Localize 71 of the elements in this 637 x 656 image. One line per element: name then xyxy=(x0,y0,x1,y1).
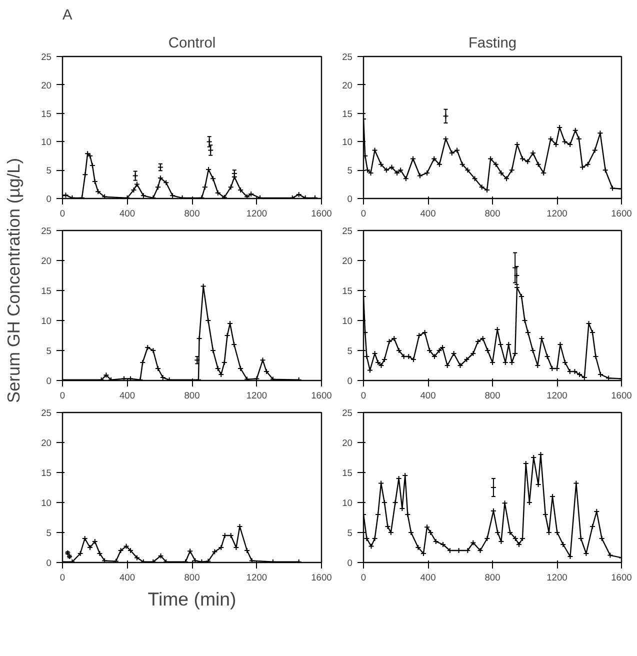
y-tick-label: 15 xyxy=(342,286,353,296)
y-tick-label: 25 xyxy=(342,52,353,62)
y-tick-label: 0 xyxy=(46,558,52,568)
y-tick-label: 25 xyxy=(342,226,353,236)
y-tick-label: 0 xyxy=(347,376,353,386)
x-tick-label: 1200 xyxy=(546,208,568,218)
x-tick-label: 1600 xyxy=(611,390,632,400)
y-tick-label: 25 xyxy=(342,408,353,418)
y-tick-label: 20 xyxy=(41,256,52,266)
y-tick-label: 25 xyxy=(41,52,52,62)
y-tick-label: 0 xyxy=(46,194,52,204)
x-tick-label: 1200 xyxy=(246,208,268,218)
chart-title: Fasting xyxy=(468,36,517,52)
y-tick-label: 0 xyxy=(347,194,353,204)
x-tick-label: 800 xyxy=(484,208,500,218)
x-tick-label: 400 xyxy=(119,390,136,400)
x-tick-label: 1600 xyxy=(311,572,332,582)
x-tick-label: 0 xyxy=(360,572,366,582)
y-tick-label: 10 xyxy=(41,137,52,148)
y-tick-label: 20 xyxy=(41,438,52,448)
x-tick-label: 400 xyxy=(420,572,436,582)
y-tick-label: 0 xyxy=(46,376,52,386)
y-tick-label: 10 xyxy=(342,316,353,326)
x-tick-label: 1200 xyxy=(246,390,268,400)
x-tick-label: 400 xyxy=(119,208,136,218)
y-tick-label: 10 xyxy=(342,137,353,148)
x-tick-label: 800 xyxy=(484,572,500,582)
y-tick-label: 10 xyxy=(342,498,353,508)
y-tick-label: 5 xyxy=(46,528,52,538)
x-tick-label: 1600 xyxy=(311,208,332,218)
x-tick-label: 800 xyxy=(184,390,200,400)
y-tick-label: 15 xyxy=(342,108,353,119)
y-tick-label: 5 xyxy=(347,166,353,176)
chart-title: Control xyxy=(168,36,216,52)
text: A xyxy=(62,8,72,24)
y-tick-label: 15 xyxy=(41,286,52,296)
y-tick-label: 10 xyxy=(41,316,52,326)
x-tick-label: 400 xyxy=(420,390,436,400)
x-axis-title: Time (min) xyxy=(148,588,236,610)
x-tick-label: 0 xyxy=(360,208,366,218)
y-tick-label: 20 xyxy=(41,80,52,90)
y-tick-label: 15 xyxy=(41,468,52,478)
y-axis-title: Serum GH Concentration (µg/L) xyxy=(4,158,24,403)
y-tick-label: 10 xyxy=(41,498,52,508)
y-tick-label: 15 xyxy=(41,108,52,119)
x-tick-label: 0 xyxy=(60,390,66,400)
y-tick-label: 25 xyxy=(41,226,52,236)
y-tick-label: 15 xyxy=(342,468,353,478)
y-tick-label: 20 xyxy=(342,438,353,448)
y-tick-label: 20 xyxy=(342,80,353,90)
x-tick-label: 800 xyxy=(484,390,500,400)
x-tick-label: 1200 xyxy=(246,572,268,582)
x-tick-label: 1600 xyxy=(611,572,632,582)
x-tick-label: 1600 xyxy=(611,208,632,218)
x-tick-label: 400 xyxy=(119,572,136,582)
y-tick-label: 0 xyxy=(347,558,353,568)
x-tick-label: 0 xyxy=(360,390,366,400)
x-tick-label: 400 xyxy=(420,208,436,218)
y-tick-label: 5 xyxy=(46,346,52,356)
x-tick-label: 1600 xyxy=(311,390,332,400)
x-tick-label: 0 xyxy=(60,208,66,218)
x-tick-label: 1200 xyxy=(546,572,568,582)
x-tick-label: 800 xyxy=(184,208,200,218)
y-tick-label: 5 xyxy=(46,166,52,176)
y-tick-label: 20 xyxy=(342,256,353,266)
x-tick-label: 0 xyxy=(60,572,66,582)
x-tick-label: 1200 xyxy=(546,390,568,400)
y-tick-label: 5 xyxy=(347,346,353,356)
y-tick-label: 25 xyxy=(41,408,52,418)
y-tick-label: 5 xyxy=(347,528,353,538)
x-tick-label: 800 xyxy=(184,572,200,582)
